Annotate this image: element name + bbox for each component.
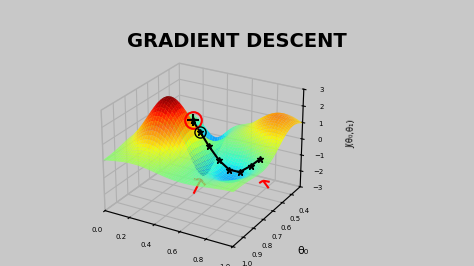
Y-axis label: θ₀: θ₀: [297, 246, 309, 256]
Text: GRADIENT DESCENT: GRADIENT DESCENT: [127, 32, 347, 51]
